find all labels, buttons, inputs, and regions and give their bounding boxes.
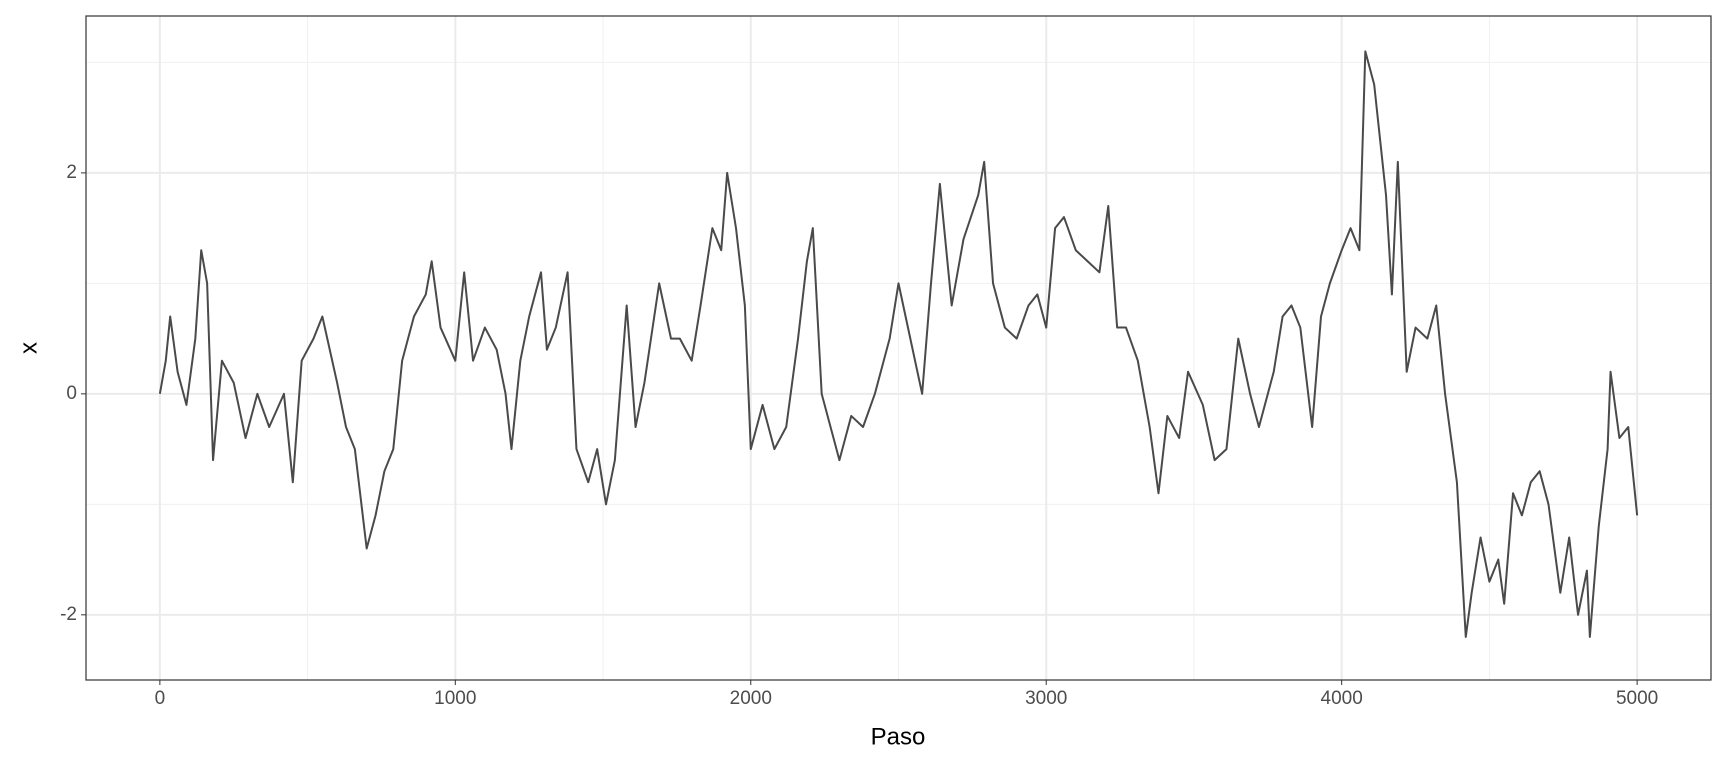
x-axis-title: Paso <box>871 723 926 750</box>
x-tick-label: 3000 <box>1025 688 1067 709</box>
y-axis-title: x <box>15 342 42 354</box>
x-tick-label: 1000 <box>434 688 476 709</box>
x-tick-label: 4000 <box>1321 688 1363 709</box>
y-tick-label: 2 <box>66 162 77 183</box>
data-line <box>158 50 1639 638</box>
x-tick-label: 2000 <box>730 688 772 709</box>
panel-border <box>85 15 1712 681</box>
y-tick-label: 0 <box>66 383 77 404</box>
y-tick-label: -2 <box>60 604 77 625</box>
x-tick-label: 0 <box>155 688 166 709</box>
x-tick-label: 5000 <box>1616 688 1658 709</box>
